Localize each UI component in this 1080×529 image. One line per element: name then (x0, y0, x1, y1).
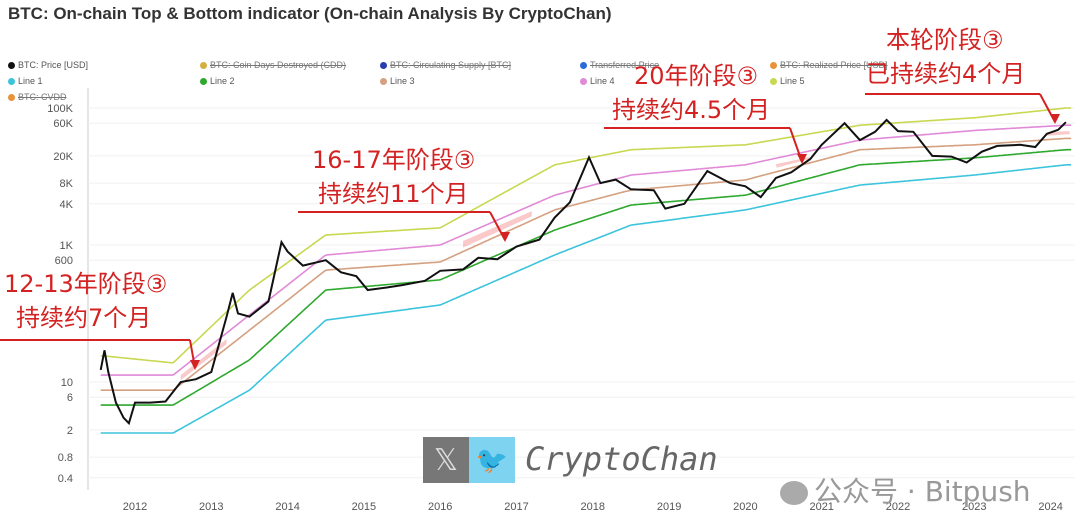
legend-item[interactable]: Line 3 (380, 76, 415, 86)
legend-item[interactable]: Line 5 (770, 76, 805, 86)
y-tick-label: 100K (47, 103, 73, 115)
legend-label: Line 5 (780, 76, 805, 86)
legend-dot-icon (380, 62, 387, 69)
x-tick-label: 2014 (275, 501, 299, 513)
annotation-2020-line2: 持续约4.5个月 (612, 96, 771, 124)
y-tick-label: 600 (55, 255, 73, 267)
watermark-wechat: 公众号 · Bitpush (780, 470, 1031, 510)
arrowhead-icon (190, 360, 200, 370)
legend-dot-icon (8, 78, 15, 85)
y-tick-label: 2 (67, 425, 73, 437)
y-tick-label: 0.4 (58, 473, 73, 485)
legend-label: BTC: Circulating Supply [BTC] (390, 60, 512, 70)
annotation-2016-line2: 持续约11个月 (318, 180, 469, 208)
x-tick-label: 2012 (123, 501, 147, 513)
x-tick-label: 2021 (809, 501, 833, 513)
legend-dot-icon (8, 62, 15, 69)
legend-dot-icon (200, 62, 207, 69)
legend-label: BTC: CVDD (18, 92, 67, 102)
price-line (99, 118, 1067, 426)
y-tick-label: 8K (60, 178, 74, 190)
chart-title: BTC: On-chain Top & Bottom indicator (On… (8, 4, 612, 23)
legend-dot-icon (580, 62, 587, 69)
stage3-band (180, 339, 227, 381)
arrowhead-icon (500, 232, 510, 242)
x-tick-label: 2024 (1038, 501, 1062, 513)
annotation-current-line2: 已持续约4个月 (866, 60, 1026, 88)
x-tick-label: 2017 (504, 501, 528, 513)
legend-label: BTC: Price [USD] (18, 60, 89, 70)
annotation-2012-line2: 持续约7个月 (16, 304, 152, 332)
x-logo-icon: 𝕏 (423, 437, 469, 483)
legend-label: Line 3 (390, 76, 415, 86)
annotation-2020-line1: 20年阶段③ (634, 62, 759, 90)
wechat-icon (780, 481, 808, 505)
y-tick-label: 60K (53, 118, 73, 130)
watermark-wechat-text: 公众号 · Bitpush (814, 475, 1031, 508)
annotation-current-line1: 本轮阶段③ (886, 26, 1004, 54)
watermark-name: CryptoChan (525, 440, 718, 478)
y-tick-label: 1K (60, 240, 74, 252)
legend-item[interactable]: BTC: CVDD (8, 92, 67, 102)
annotation-2016-line1: 16-17年阶段③ (312, 146, 476, 174)
legend-dot-icon (200, 78, 207, 85)
x-tick-label: 2023 (962, 501, 986, 513)
legend-dot-icon (770, 78, 777, 85)
y-tick-label: 20K (53, 151, 73, 163)
x-tick-label: 2022 (886, 501, 910, 513)
x-tick-label: 2016 (428, 501, 452, 513)
x-tick-label: 2019 (657, 501, 681, 513)
legend-item[interactable]: Line 2 (200, 76, 235, 86)
arrowhead-icon (1050, 114, 1060, 124)
series-line-line-1 (100, 164, 1072, 434)
legend-item[interactable]: BTC: Circulating Supply [BTC] (380, 60, 511, 70)
legend-dot-icon (770, 62, 777, 69)
legend-label: BTC: Coin Days Destroyed (CDD) (210, 60, 347, 70)
x-tick-label: 2015 (352, 501, 376, 513)
series-line-line-3 (100, 137, 1072, 391)
legend-label: Transferred Price (590, 60, 660, 70)
annotation-2012-line1: 12-13年阶段③ (4, 270, 168, 298)
legend-item[interactable]: BTC: Price [USD] (8, 60, 88, 70)
legend-item[interactable]: BTC: Realized Price [USD] (770, 60, 888, 70)
watermark-social: 𝕏 🐦 (423, 437, 515, 483)
series-line-line-2 (100, 148, 1072, 406)
arrowhead-icon (797, 154, 807, 164)
legend-label: Line 2 (210, 76, 235, 86)
legend-item[interactable]: Transferred Price (580, 60, 659, 70)
x-tick-label: 2013 (199, 501, 223, 513)
stage3-band (463, 211, 532, 248)
legend-item[interactable]: BTC: Coin Days Destroyed (CDD) (200, 60, 346, 70)
y-tick-label: 0.8 (58, 452, 73, 464)
legend-label: Line 4 (590, 76, 615, 86)
twitter-logo-icon: 🐦 (469, 437, 515, 483)
legend-item[interactable]: Line 1 (8, 76, 43, 86)
legend-label: Line 1 (18, 76, 43, 86)
series-line-line-5 (100, 107, 1072, 364)
legend-dot-icon (8, 94, 15, 101)
legend-item[interactable]: Line 4 (580, 76, 615, 86)
y-tick-label: 4K (60, 199, 74, 211)
series-line-line-4 (100, 124, 1072, 376)
legend-label: BTC: Realized Price [USD] (780, 60, 888, 70)
y-tick-label: 10 (61, 377, 73, 389)
legend-dot-icon (580, 78, 587, 85)
x-tick-label: 2020 (733, 501, 757, 513)
legend-dot-icon (380, 78, 387, 85)
y-tick-label: 6 (67, 392, 73, 404)
x-tick-label: 2018 (581, 501, 605, 513)
